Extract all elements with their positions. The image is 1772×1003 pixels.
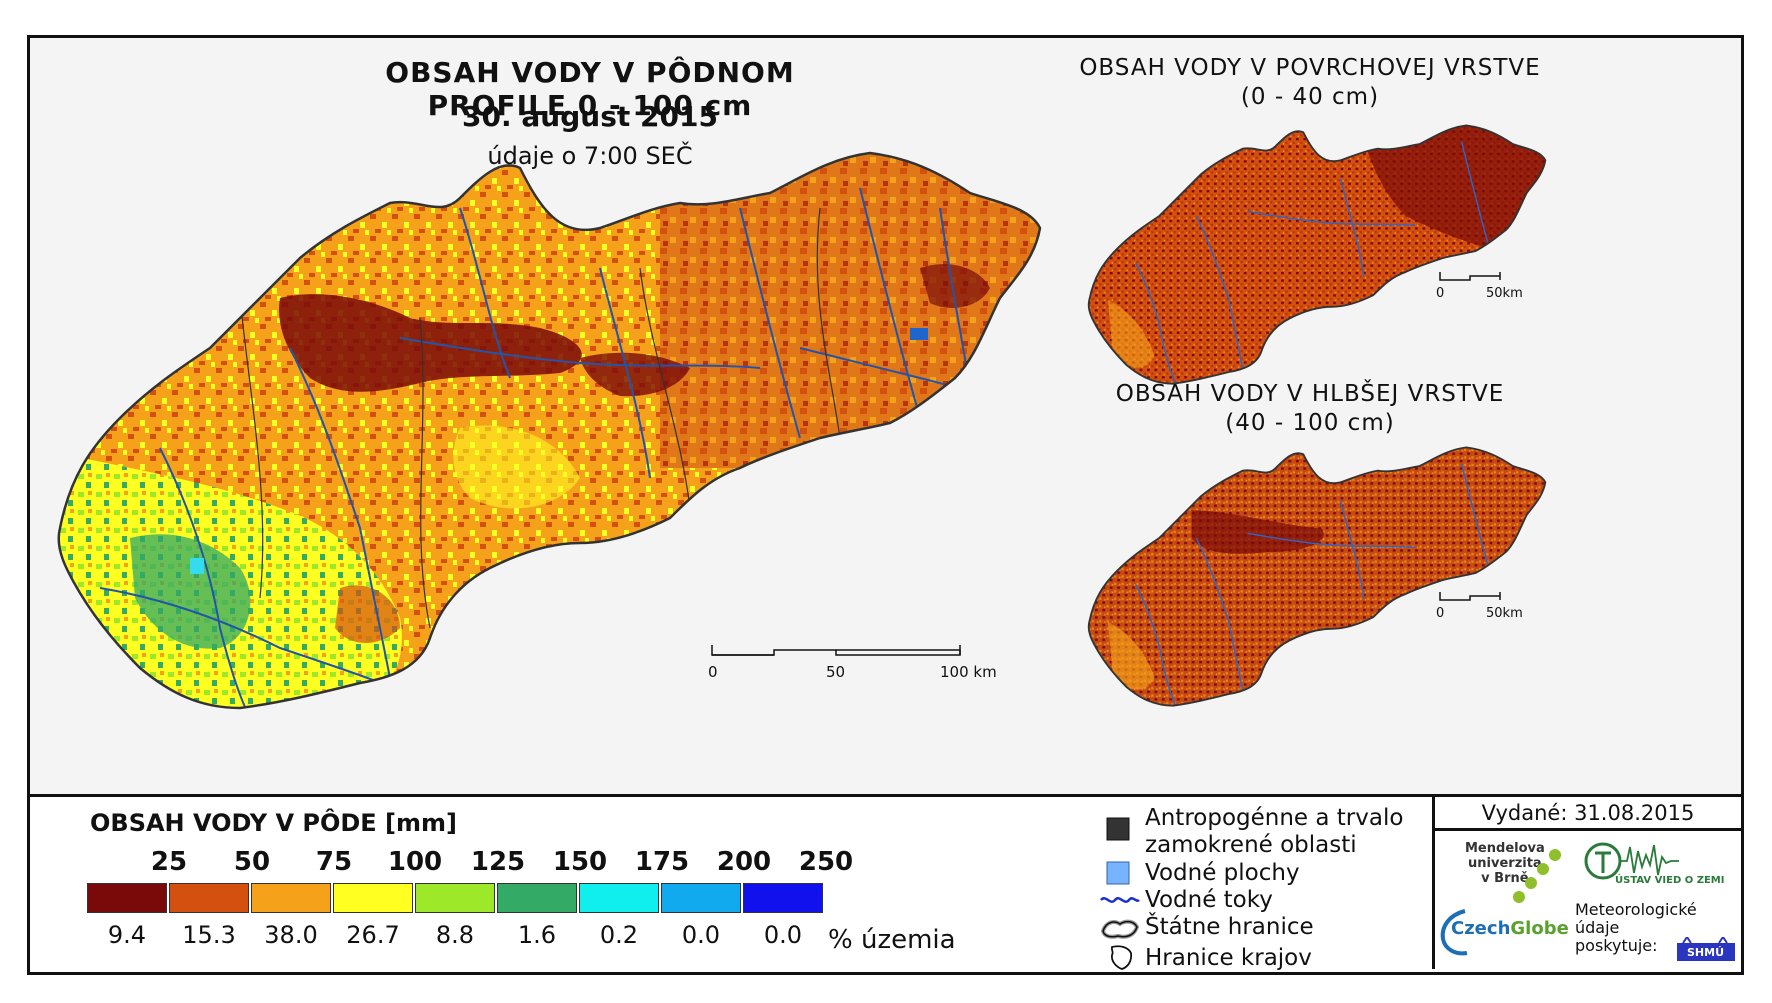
- uvgz-logo-icon: [1584, 842, 1679, 880]
- meteo-line-1: Meteorologické: [1575, 900, 1697, 919]
- legend-percent-3: 38.0: [264, 921, 318, 949]
- surface-map-title-line2: (0 - 40 cm): [1240, 84, 1380, 110]
- mendel-line-3: v Brně: [1481, 871, 1529, 886]
- legend-swatch-9: [743, 883, 823, 913]
- symbol-anthropogenic-label-2: zamokrené oblasti: [1145, 832, 1357, 858]
- surface-scale-label-50: 50km: [1486, 286, 1523, 301]
- class-bound-150: 150: [552, 847, 608, 877]
- meteo-line-2: údaje: [1575, 918, 1620, 937]
- legend-swatch-3: [251, 883, 331, 913]
- legend-percent-6: 1.6: [517, 921, 557, 949]
- legend-percent-8: 0.0: [681, 921, 721, 949]
- water-body-swatch-icon: [1106, 861, 1130, 885]
- shmu-logo-text: SHMÚ: [1687, 946, 1725, 959]
- main-scale-label-100: 100 km: [940, 663, 997, 681]
- czechglobe-text-a: Czech: [1451, 918, 1511, 939]
- symbol-anthropogenic-label-1: Antropogénne a trvalo: [1145, 805, 1404, 831]
- legend-percent-4: 26.7: [346, 921, 400, 949]
- main-scale-label-50: 50: [826, 663, 846, 681]
- legend-swatch-6: [497, 883, 577, 913]
- symbol-water-bodies-label: Vodné plochy: [1145, 860, 1300, 886]
- uvgz-logo-text: ÚSTAV VIED O ZEMI: [1615, 875, 1725, 886]
- credits-panel: Vydané: 31.08.2015 Mendelova univerzita …: [1432, 797, 1741, 969]
- deep-map-title-line2: (40 - 100 cm): [1225, 410, 1395, 436]
- deep-scale-label-50: 50km: [1486, 606, 1523, 621]
- mendel-line-2: univerzita: [1468, 856, 1542, 871]
- anthropogenic-swatch-icon: [1106, 817, 1130, 841]
- surface-scale-label-0: 0: [1436, 286, 1445, 301]
- class-bound-175: 175: [634, 847, 690, 877]
- legend-swatch-1: [87, 883, 167, 913]
- surface-scale-bar: [1439, 272, 1501, 281]
- shmu-logo-icon: [1677, 937, 1735, 961]
- class-bound-250: 250: [798, 847, 854, 877]
- class-bound-125: 125: [470, 847, 526, 877]
- map-frame: OBSAH VODY V PÔDNOM PROFILE 0 - 100 cm 3…: [27, 35, 1744, 975]
- legend-title: OBSAH VODY V PÔDE [mm]: [90, 809, 458, 837]
- class-bound-200: 200: [716, 847, 772, 877]
- legend-percent-1: 9.4: [107, 921, 147, 949]
- legend-percent-7: 0.2: [599, 921, 639, 949]
- legend-swatch-2: [169, 883, 249, 913]
- issued-date: Vydané: 31.08.2015: [1435, 797, 1741, 831]
- deep-scale-label-0: 0: [1436, 606, 1445, 621]
- main-soil-water-map: [57, 151, 1042, 710]
- deep-map-title: OBSAH VODY V HLBŠEJ VRSTVE (40 - 100 cm): [1090, 380, 1530, 438]
- mendel-university-text: Mendelova univerzita v Brně: [1465, 841, 1545, 886]
- legend-percent-unit: % územia: [828, 925, 956, 955]
- class-bound-50: 50: [233, 847, 271, 877]
- symbol-region-border-label: Hranice krajov: [1145, 945, 1312, 971]
- meteo-data-text: Meteorologické údaje poskytuje:: [1575, 901, 1697, 955]
- legend-swatch-8: [661, 883, 741, 913]
- surface-map-title: OBSAH VODY V POVRCHOVEJ VRSTVE (0 - 40 c…: [1075, 54, 1545, 112]
- main-map-title: OBSAH VODY V PÔDNOM PROFILE 0 - 100 cm: [385, 56, 795, 122]
- czechglobe-logo-text: CzechGlobe: [1451, 918, 1569, 939]
- meteo-line-3: poskytuje:: [1575, 936, 1658, 955]
- surface-soil-water-map: [1087, 124, 1547, 385]
- surface-map-title-line1: OBSAH VODY V POVRCHOVEJ VRSTVE: [1079, 55, 1541, 81]
- legend-percent-2: 15.3: [182, 921, 236, 949]
- mendel-dots-logo: [1513, 849, 1561, 903]
- region-border-icon: [1110, 945, 1133, 970]
- main-scale-label-0: 0: [708, 663, 718, 681]
- river-line-icon: [1100, 897, 1140, 903]
- czechglobe-swoosh-icon: [1440, 909, 1468, 956]
- map-area: OBSAH VODY V PÔDNOM PROFILE 0 - 100 cm 3…: [30, 38, 1741, 794]
- deep-soil-water-map: [1087, 446, 1547, 707]
- symbol-rivers-label: Vodné toky: [1145, 887, 1273, 913]
- legend-percent-5: 8.8: [435, 921, 475, 949]
- deep-map-title-line1: OBSAH VODY V HLBŠEJ VRSTVE: [1115, 381, 1505, 407]
- main-map-time-note: údaje o 7:00 SEČ: [487, 142, 693, 170]
- class-bound-75: 75: [315, 847, 353, 877]
- state-border-icon: [1100, 919, 1140, 939]
- legend-swatch-7: [579, 883, 659, 913]
- legend-percent-9: 0.0: [763, 921, 803, 949]
- main-map-date: 30. august 2015: [462, 100, 718, 133]
- main-scale-bar: [711, 645, 961, 656]
- class-bound-25: 25: [150, 847, 188, 877]
- symbol-state-border-label: Štátne hranice: [1145, 914, 1314, 940]
- mendel-line-1: Mendelova: [1465, 841, 1545, 856]
- class-bound-100: 100: [387, 847, 443, 877]
- legend-swatch-5: [415, 883, 495, 913]
- legend-swatch-4: [333, 883, 413, 913]
- legend-bar: OBSAH VODY V PÔDE [mm] 25 50 75 100 125 …: [30, 794, 1741, 972]
- deep-scale-bar: [1439, 592, 1501, 601]
- czechglobe-text-b: Globe: [1510, 918, 1569, 939]
